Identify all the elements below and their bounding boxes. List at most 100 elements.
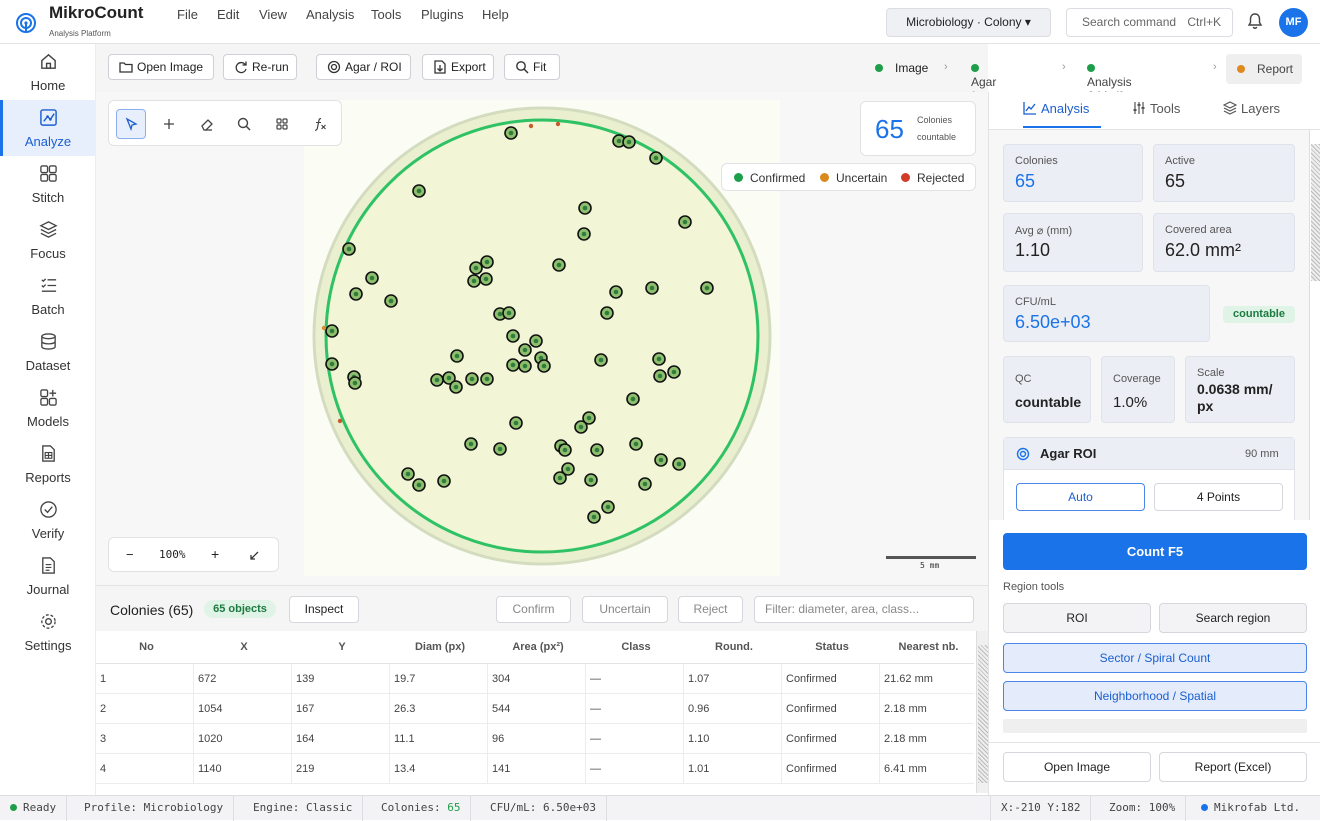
roi-auto-button[interactable]: Auto	[1016, 483, 1145, 511]
zoom-tool[interactable]	[229, 109, 259, 139]
sidebar-item-focus[interactable]: Focus	[0, 212, 96, 268]
menu-edit[interactable]: Edit	[217, 7, 240, 22]
sidebar-item-dataset[interactable]: Dataset	[0, 324, 96, 380]
sidebar-item-analyze[interactable]: Analyze	[0, 100, 96, 156]
open-image-button[interactable]: Open Image	[108, 54, 214, 80]
sidebar-item-reports[interactable]: Reports	[0, 436, 96, 492]
fit-button[interactable]: Fit	[504, 54, 560, 80]
uncertain-button[interactable]: Uncertain	[582, 596, 668, 623]
expand-icon[interactable]	[249, 550, 260, 561]
sector-spiral-count-button[interactable]: Sector / Spiral Count	[1003, 643, 1307, 673]
colony-core	[416, 482, 422, 488]
table-cell: 13.4	[389, 754, 487, 783]
panel-scrollbar[interactable]	[1309, 130, 1320, 520]
card-value: 65	[1165, 171, 1186, 191]
menu-analysis[interactable]: Analysis	[306, 7, 355, 22]
col-roundness[interactable]: Round.	[715, 641, 753, 653]
col-no[interactable]: No	[139, 641, 154, 653]
workspace-select[interactable]: Microbiology · Colony ▾	[886, 8, 1051, 37]
main-toolbar: Open Image Re-run Agar / ROI Export Fit …	[96, 44, 1132, 117]
legend-label: Uncertain	[836, 171, 888, 185]
table-row[interactable]: 4 1140 219 13.4 141—1.01 Confirmed 6.41 mm	[96, 754, 974, 784]
col-diameter[interactable]: Diam (px)	[414, 641, 466, 653]
table-row[interactable]: 3 1020 164 11.1 96—1.10 Confirmed 2.18 mm	[96, 724, 974, 754]
table-scrollbar[interactable]	[976, 631, 988, 793]
scrollbar-thumb[interactable]	[978, 645, 988, 783]
table-cell: 2.18 mm	[879, 694, 974, 723]
step-report[interactable]: Report	[1226, 54, 1302, 84]
menu-file[interactable]: File	[177, 7, 198, 22]
colonies-card: Colonies 65	[1003, 144, 1143, 202]
card-value: 0.0638 mm/	[1197, 381, 1273, 397]
roi-button[interactable]: ROI	[1003, 603, 1151, 633]
roi-4-points-button[interactable]: 4 Points	[1154, 483, 1283, 511]
confirm-button[interactable]: Confirm	[496, 596, 571, 623]
export-button[interactable]: Export	[422, 54, 494, 80]
chevron-right-icon: ›	[1213, 61, 1217, 73]
grid-tool[interactable]	[267, 109, 297, 139]
formula-tool[interactable]	[305, 109, 335, 139]
analyze-icon	[40, 109, 57, 126]
petri-dish-image[interactable]	[304, 100, 780, 576]
neighborhood-spatial-button[interactable]: Neighborhood / Spatial	[1003, 681, 1307, 711]
title-bar: MikroCount Analysis Platform File Edit V…	[0, 0, 1320, 44]
colony-core	[556, 262, 562, 268]
col-status[interactable]: Status	[815, 641, 849, 653]
col-nearest[interactable]: Nearest nb.	[898, 641, 959, 653]
menu-tools[interactable]: Tools	[371, 7, 402, 22]
colony-core	[578, 424, 584, 430]
zoom-in-button[interactable]: +	[211, 546, 220, 562]
sidebar-item-settings[interactable]: Settings	[0, 604, 96, 660]
agar-roi-button[interactable]: Agar / ROI	[316, 54, 411, 80]
open-image-button-secondary[interactable]: Open Image	[1003, 752, 1151, 782]
add-tool[interactable]	[154, 109, 184, 139]
filter-input[interactable]: Filter: diameter, area, class...	[754, 596, 974, 623]
table-row[interactable]: 1 672 139 19.7 304—1.07 Confirmed 21.62 mm	[96, 664, 974, 694]
ready-dot	[10, 804, 17, 811]
colony-core	[588, 477, 594, 483]
zoom-level: 100%	[159, 548, 186, 561]
table-row[interactable]: 2 1054 167 26.3 544—0.96 Confirmed 2.18 mm	[96, 694, 974, 724]
verify-icon	[40, 501, 57, 518]
col-y[interactable]: Y	[338, 641, 346, 653]
sidebar-item-stitch[interactable]: Stitch	[0, 156, 96, 212]
sidebar-item-verify[interactable]: Verify	[0, 492, 96, 548]
tab-tools[interactable]: Tools	[1132, 92, 1180, 128]
tab-layers[interactable]: Layers	[1222, 92, 1280, 128]
erase-tool[interactable]	[192, 109, 222, 139]
bell-icon[interactable]	[1246, 12, 1264, 30]
sidebar-item-batch[interactable]: Batch	[0, 268, 96, 324]
step-image[interactable]: Image	[875, 61, 928, 75]
rerun-button[interactable]: Re-run	[223, 54, 297, 80]
search-region-button[interactable]: Search region	[1159, 603, 1307, 633]
colony-core	[633, 441, 639, 447]
select-tool[interactable]	[116, 109, 146, 139]
user-avatar[interactable]: MF	[1279, 8, 1308, 37]
sidebar-item-label: Settings	[24, 638, 72, 653]
inspect-button[interactable]: Inspect	[289, 596, 359, 623]
reject-button[interactable]: Reject	[678, 596, 743, 623]
sidebar-item-home[interactable]: Home	[0, 44, 96, 100]
count-button[interactable]: Count F5	[1003, 533, 1307, 570]
table-cell: 3	[100, 733, 107, 745]
menu-help[interactable]: Help	[482, 7, 509, 22]
report-excel-button[interactable]: Report (Excel)	[1159, 752, 1307, 782]
step-status-dot	[1087, 64, 1095, 72]
col-x[interactable]: X	[240, 641, 248, 653]
command-search[interactable]: Search command Ctrl+K	[1066, 8, 1233, 37]
grid-icon	[276, 118, 288, 130]
sidebar-item-models[interactable]: Models	[0, 380, 96, 436]
image-canvas[interactable]: 65 Colonies countable Confirmed Uncertai…	[96, 92, 988, 585]
zoom-out-button[interactable]: −	[126, 547, 134, 562]
col-area[interactable]: Area (px²)	[512, 641, 564, 653]
tab-analysis[interactable]: Analysis	[1023, 92, 1101, 128]
debris-speck	[555, 121, 561, 127]
menu-view[interactable]: View	[259, 7, 287, 22]
agar-icon	[327, 60, 341, 74]
card-label: Active	[1165, 155, 1195, 167]
col-class[interactable]: Class	[621, 641, 651, 653]
menu-plugins[interactable]: Plugins	[421, 7, 464, 22]
scrollbar-thumb[interactable]	[1311, 144, 1320, 281]
legend-dot	[901, 173, 910, 182]
sidebar-item-journal[interactable]: Journal	[0, 548, 96, 604]
